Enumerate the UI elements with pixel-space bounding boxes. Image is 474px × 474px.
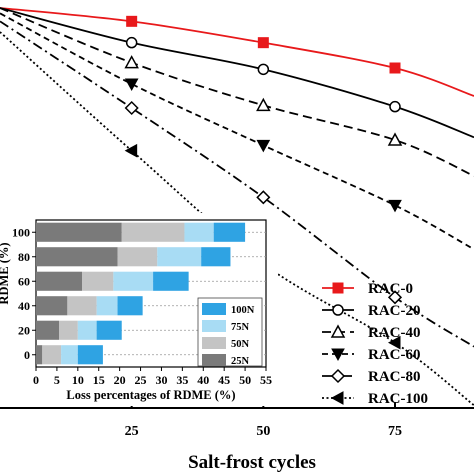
data-point xyxy=(387,290,403,305)
series-line-rac-80 xyxy=(0,20,474,348)
inset-x-tick-label: 10 xyxy=(72,373,84,387)
inset-x-tick-label: 25 xyxy=(135,373,147,387)
inset-bar-segment xyxy=(36,296,68,316)
inset-bar-segment xyxy=(36,345,43,365)
inset-bar-segment xyxy=(117,247,158,267)
legend-label: RAC-60 xyxy=(368,347,421,363)
inset-y-tick-label: 20 xyxy=(18,323,30,337)
inset-x-tick-label: 0 xyxy=(33,373,39,387)
legend-label: RAC-100 xyxy=(368,391,428,407)
data-point xyxy=(387,335,401,350)
legend-marker xyxy=(330,368,346,384)
inset-x-axis-label: Loss percentages of RDME (%) xyxy=(66,388,235,402)
inset-x-tick-label: 15 xyxy=(93,373,105,387)
legend-marker xyxy=(330,391,344,405)
data-point xyxy=(126,15,138,27)
x-tick-label: 50 xyxy=(256,424,270,439)
inset-x-tick-label: 35 xyxy=(176,373,188,387)
data-point xyxy=(124,100,139,116)
data-point xyxy=(256,190,271,205)
inset-x-tick-label: 40 xyxy=(197,373,209,387)
inset-y-tick-label: 40 xyxy=(18,299,30,313)
inset-bar-segment xyxy=(213,222,246,242)
data-point xyxy=(388,199,402,213)
legend-label: RAC-40 xyxy=(368,325,421,341)
inset-bar-segment xyxy=(157,247,202,267)
inset-legend-label: 50N xyxy=(231,339,250,350)
inset-legend-swatch xyxy=(202,320,226,332)
inset-bar-segment xyxy=(82,271,114,291)
inset-bar-segment xyxy=(153,271,189,291)
inset-bar-segment xyxy=(59,320,78,340)
inset-legend-label: 75N xyxy=(231,322,250,333)
data-point xyxy=(389,100,401,113)
inset-legend-swatch xyxy=(202,337,226,349)
inset-legend-label: 25N xyxy=(231,356,250,367)
inset-bar-segment xyxy=(117,296,143,316)
inset-y-tick-label: 60 xyxy=(18,274,30,288)
data-point xyxy=(124,143,138,158)
inset-bar-segment xyxy=(77,345,103,365)
legend-label: RAC-20 xyxy=(368,303,421,319)
inset-y-tick-label: 0 xyxy=(24,348,30,362)
inset-x-tick-label: 30 xyxy=(155,373,167,387)
inset-bar-segment xyxy=(113,271,154,291)
data-point xyxy=(257,37,269,49)
inset-x-tick-label: 5 xyxy=(54,373,60,387)
inset-x-tick-label: 55 xyxy=(260,373,272,387)
inset-bar-segment xyxy=(201,247,231,267)
inset-bar-segment xyxy=(67,296,97,316)
inset-bar-segment xyxy=(61,345,78,365)
series-line-rac-60 xyxy=(0,12,474,251)
data-point xyxy=(256,139,271,153)
inset-legend-swatch xyxy=(202,354,226,366)
inset-y-tick-label: 100 xyxy=(12,225,30,239)
inset-bar-segment xyxy=(36,271,82,291)
inset-legend-label: 100N xyxy=(231,305,255,316)
x-tick-label: 25 xyxy=(125,424,139,439)
inset-x-tick-label: 20 xyxy=(114,373,126,387)
legend-marker xyxy=(331,348,345,362)
inset-bar-segment xyxy=(77,320,97,340)
inset-bar-segment xyxy=(36,247,118,267)
data-point xyxy=(124,78,139,92)
legend-label: RAC-0 xyxy=(368,281,413,297)
inset-bar-segment xyxy=(36,320,59,340)
data-point xyxy=(389,62,401,74)
data-point xyxy=(125,36,138,49)
legend-marker xyxy=(332,282,344,294)
data-point xyxy=(256,97,271,112)
inset-y-tick-label: 80 xyxy=(18,250,30,264)
inset-bar-segment xyxy=(36,222,122,242)
inset-bar-segment xyxy=(184,222,214,242)
inset-bar-segment xyxy=(96,296,118,316)
x-axis-label: Salt-frost cycles xyxy=(188,452,316,473)
x-tick-label: 75 xyxy=(388,424,402,439)
inset-x-tick-label: 45 xyxy=(218,373,230,387)
inset-bar-segment xyxy=(96,320,122,340)
data-point xyxy=(257,63,270,76)
legend-marker xyxy=(332,304,344,316)
legend-marker xyxy=(330,324,346,338)
data-point xyxy=(124,55,139,69)
series-line-rac-40 xyxy=(0,7,474,177)
inset-bar-segment xyxy=(42,345,62,365)
inset-legend-swatch xyxy=(202,303,226,315)
inset-frame xyxy=(35,219,267,368)
legend-label: RAC-80 xyxy=(368,369,421,385)
data-point xyxy=(387,132,403,146)
inset-bar-segment xyxy=(121,222,185,242)
inset-y-axis-label-partial: RDME (%) xyxy=(0,242,11,304)
series-line-rac-20 xyxy=(0,7,474,139)
inset-x-tick-label: 50 xyxy=(239,373,251,387)
